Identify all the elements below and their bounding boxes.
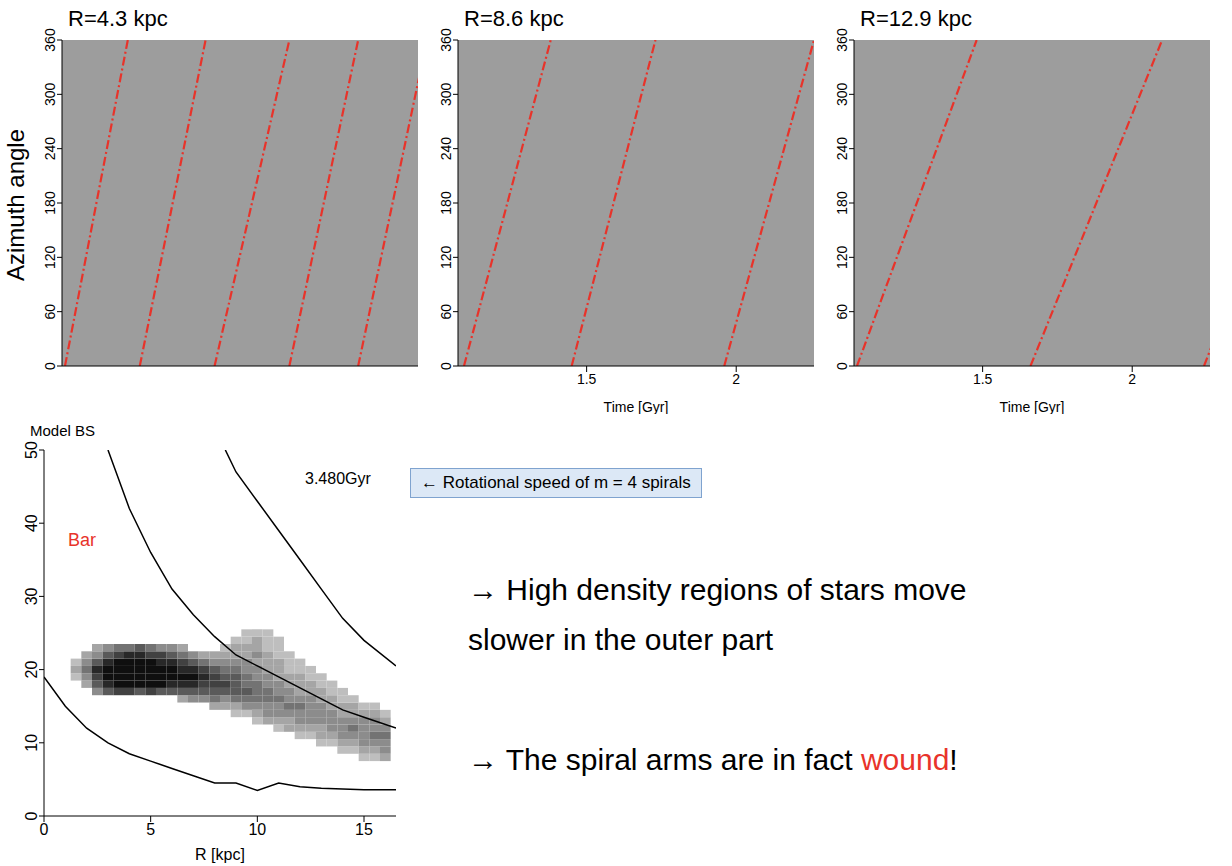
html-text:Model BS: Model BS: [30, 422, 95, 439]
html-text:→ The spiral arms are in fact: → The spiral arms are in fact wound!: [468, 743, 958, 776]
svg-text:10: 10: [23, 734, 40, 752]
svg-text:5: 5: [146, 821, 155, 838]
svg-text:Time [Gyr]: Time [Gyr]: [1000, 399, 1065, 414]
svg-text:0: 0: [834, 362, 850, 370]
html-text:Bar: Bar: [68, 530, 96, 550]
svg-text:0: 0: [42, 362, 58, 370]
svg-text:2: 2: [1128, 371, 1136, 387]
svg-text:240: 240: [438, 137, 454, 161]
svg-text:180: 180: [438, 191, 454, 215]
svg-text:300: 300: [42, 82, 58, 106]
html-text:← Rotational speed of m = 4 sp: ← Rotational speed of m = 4 spirals: [421, 473, 691, 492]
svg-text:180: 180: [42, 191, 58, 215]
svg-text:120: 120: [42, 245, 58, 269]
svg-text:1.5: 1.5: [973, 371, 993, 387]
svg-text:0: 0: [23, 811, 40, 820]
svg-text:360: 360: [42, 28, 58, 52]
svg-text:180: 180: [834, 191, 850, 215]
svg-text:60: 60: [42, 304, 58, 320]
svg-text:120: 120: [438, 245, 454, 269]
svg-text:10: 10: [248, 821, 266, 838]
svg-text:60: 60: [834, 304, 850, 320]
html-text:R=8.6 kpc: R=8.6 kpc: [464, 6, 564, 31]
svg-text:Time [Gyr]: Time [Gyr]: [604, 399, 669, 414]
html-text:R=12.9 kpc: R=12.9 kpc: [860, 6, 972, 31]
svg-text:30: 30: [23, 587, 40, 605]
svg-text:20: 20: [23, 661, 40, 679]
svg-text:300: 300: [834, 82, 850, 106]
svg-text:360: 360: [834, 28, 850, 52]
svg-text:15: 15: [355, 821, 373, 838]
svg-text:240: 240: [42, 137, 58, 161]
svg-text:40: 40: [23, 514, 40, 532]
svg-text:50: 50: [23, 441, 40, 459]
html-text:→ High density regions of star: → High density regions of stars move: [468, 573, 967, 606]
svg-text:2: 2: [732, 371, 740, 387]
svg-text:0: 0: [40, 821, 49, 838]
svg-text:240: 240: [834, 137, 850, 161]
svg-text:R [kpc]: R [kpc]: [195, 846, 245, 863]
html-text:slower in the outer part: slower in the outer part: [468, 623, 774, 656]
svg-text:60: 60: [438, 304, 454, 320]
svg-text:0: 0: [438, 362, 454, 370]
html-text:3.480Gyr: 3.480Gyr: [305, 470, 371, 487]
svg-text:120: 120: [834, 245, 850, 269]
svg-text:300: 300: [438, 82, 454, 106]
svg-text:1.5: 1.5: [577, 371, 597, 387]
svg-text:360: 360: [438, 28, 454, 52]
html-text:R=4.3 kpc: R=4.3 kpc: [68, 6, 168, 31]
html-text:Azimuth angle: Azimuth angle: [2, 129, 29, 281]
